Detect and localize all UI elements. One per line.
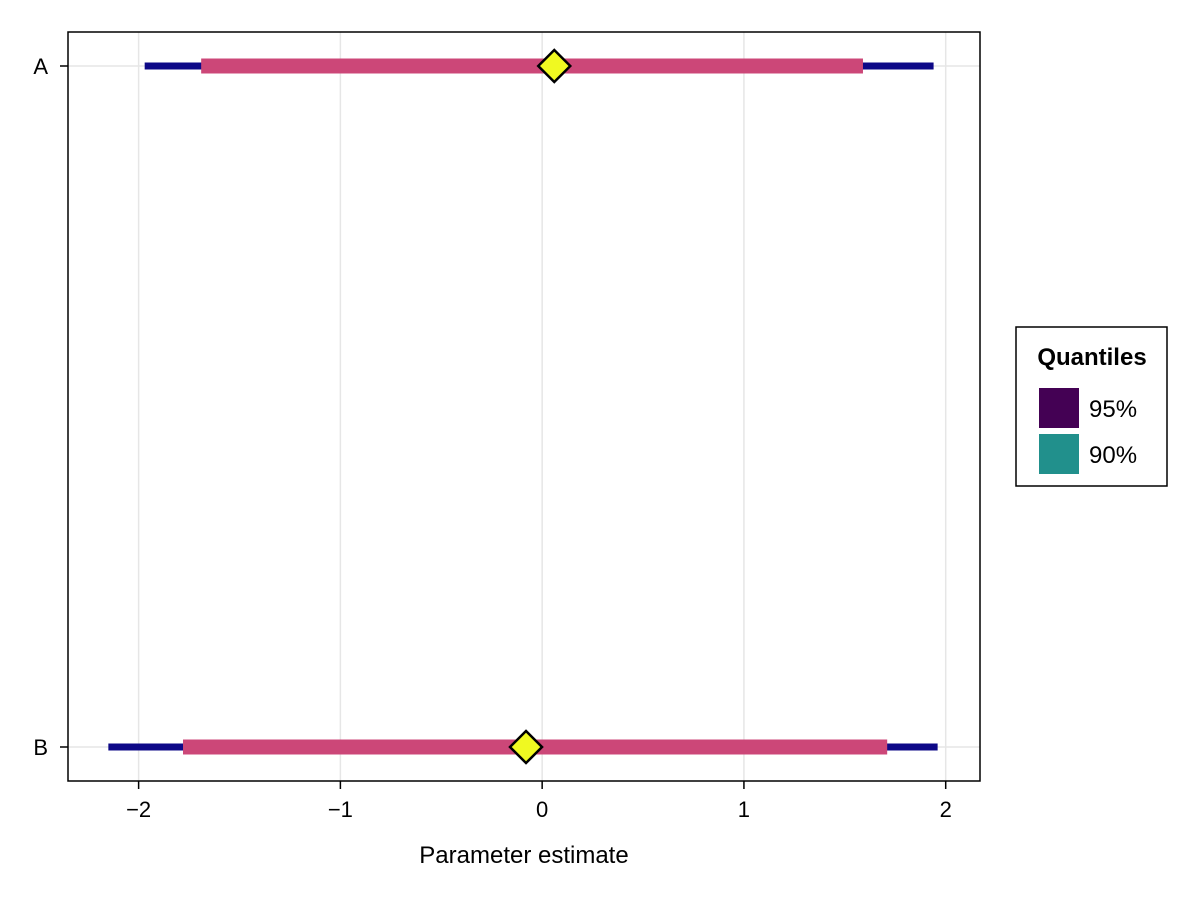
axes: −2 −1 0 1 2 A B: [33, 54, 952, 822]
grid-lines: [68, 32, 980, 781]
x-tick-label: −2: [126, 797, 151, 822]
x-tick-label: 1: [738, 797, 750, 822]
legend-swatch: [1039, 434, 1079, 474]
legend-swatch: [1039, 388, 1079, 428]
x-tick-label: 2: [940, 797, 952, 822]
legend-label: 95%: [1089, 396, 1137, 423]
x-tick-label: 0: [536, 797, 548, 822]
plot-frame: [67, 31, 981, 782]
data-marks: [108, 48, 938, 765]
legend-title: Quantiles: [1037, 344, 1146, 371]
y-tick-label: B: [33, 735, 48, 760]
estimate-marker-b: [508, 729, 544, 765]
legend: Quantiles 95% 90%: [1015, 326, 1168, 487]
legend-label: 90%: [1089, 442, 1137, 469]
x-tick-label: −1: [328, 797, 353, 822]
x-axis-title: Parameter estimate: [419, 842, 628, 869]
y-tick-label: A: [33, 54, 48, 79]
estimate-marker-a: [536, 48, 573, 84]
